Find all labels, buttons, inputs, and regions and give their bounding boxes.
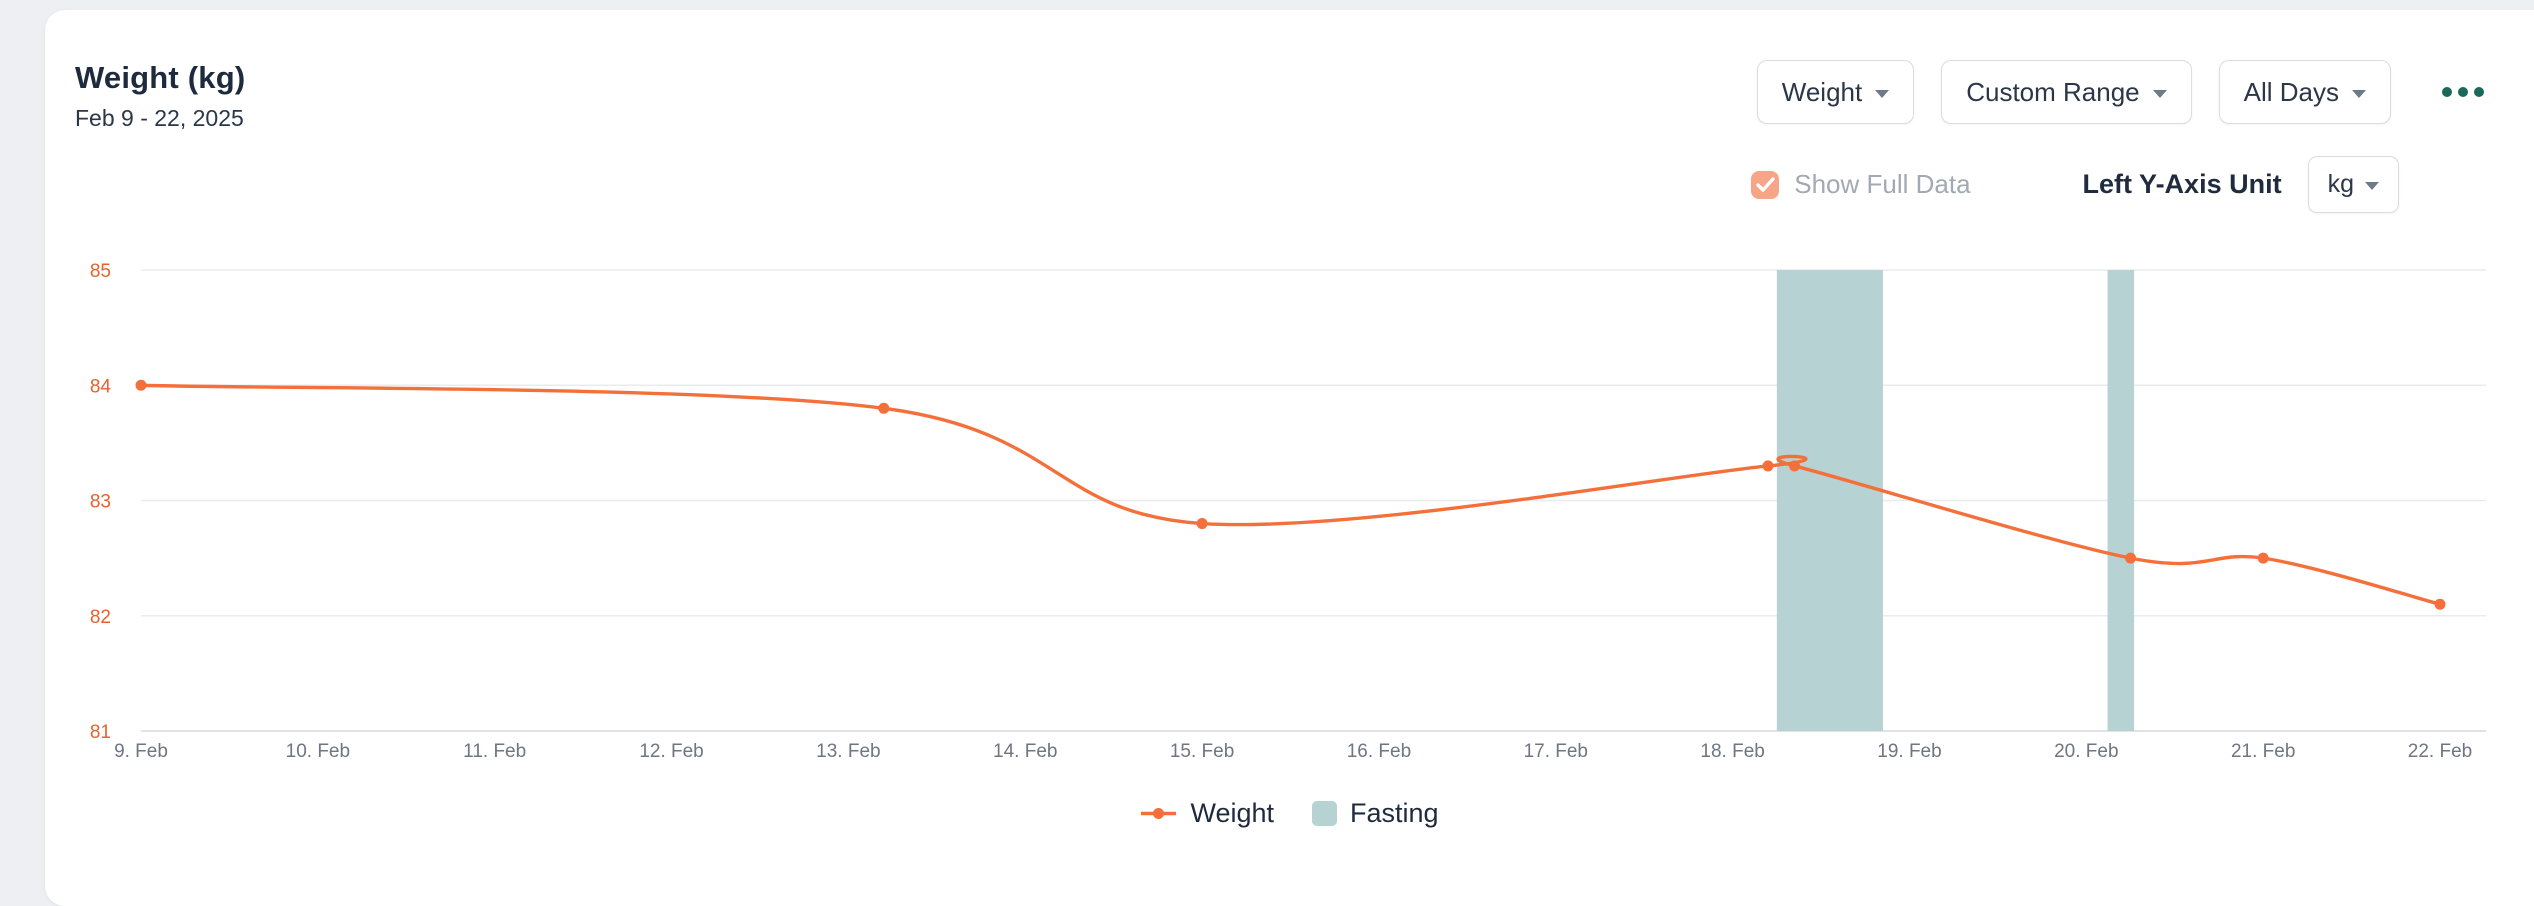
chevron-down-icon	[2352, 89, 2366, 98]
more-options-button[interactable]	[2434, 79, 2492, 105]
range-dropdown-label: Custom Range	[1966, 76, 2140, 107]
chart-legend: Weight Fasting	[45, 798, 2534, 829]
legend-item-fasting[interactable]: Fasting	[1312, 798, 1439, 829]
legend-label-weight: Weight	[1190, 798, 1274, 828]
ellipsis-icon	[2474, 87, 2484, 97]
legend-label-fasting: Fasting	[1350, 798, 1439, 828]
days-dropdown[interactable]: All Days	[2218, 60, 2391, 124]
x-axis-tick-label: 21. Feb	[2231, 741, 2295, 762]
secondary-controls: Show Full Data Left Y-Axis Unit kg	[1751, 156, 2399, 213]
x-axis-tick-label: 20. Feb	[2054, 741, 2118, 762]
y-axis-unit-dropdown[interactable]: kg	[2307, 156, 2399, 213]
x-axis-tick-label: 9. Feb	[114, 741, 168, 762]
data-point	[135, 379, 147, 391]
chevron-down-icon	[2365, 182, 2379, 190]
x-axis-tick-label: 22. Feb	[2408, 741, 2472, 762]
x-axis-tick-label: 13. Feb	[816, 741, 880, 762]
y-axis-tick-label: 82	[90, 607, 111, 628]
x-axis-tick-label: 12. Feb	[639, 741, 703, 762]
chevron-down-icon	[2152, 89, 2167, 98]
x-axis-tick-label: 17. Feb	[1524, 741, 1588, 762]
x-axis-tick-label: 18. Feb	[1700, 741, 1764, 762]
y-axis-tick-label: 83	[90, 492, 111, 513]
x-axis-tick-label: 15. Feb	[1170, 741, 1234, 762]
data-point	[1196, 518, 1208, 530]
fasting-band	[1776, 270, 1883, 731]
x-axis-tick-label: 14. Feb	[993, 741, 1057, 762]
square-marker-icon	[1312, 801, 1337, 826]
legend-item-weight[interactable]: Weight	[1140, 798, 1274, 829]
y-axis-unit-label: Left Y-Axis Unit	[2082, 169, 2282, 199]
ellipsis-icon	[2458, 87, 2468, 97]
data-point	[1789, 460, 1801, 472]
metric-dropdown[interactable]: Weight	[1756, 60, 1915, 124]
weight-line	[139, 383, 2442, 606]
y-axis-tick-label: 84	[90, 376, 112, 397]
weight-chart-card: Weight (kg) Feb 9 - 22, 2025 Weight Cust…	[45, 10, 2534, 906]
date-range-subtitle: Feb 9 - 22, 2025	[75, 105, 244, 131]
fasting-band	[2107, 270, 2135, 731]
x-axis-tick-label: 10. Feb	[286, 741, 350, 762]
data-point	[2125, 552, 2137, 564]
page-title: Weight (kg)	[75, 60, 246, 95]
days-dropdown-label: All Days	[2243, 76, 2339, 107]
line-marker-icon	[1141, 808, 1177, 819]
show-full-data-checkbox[interactable]	[1751, 170, 1780, 199]
y-axis-tick-label: 81	[90, 722, 111, 743]
chart-header: Weight (kg) Feb 9 - 22, 2025	[75, 60, 245, 132]
checkmark-icon	[1756, 177, 1775, 192]
y-axis-tick-label: 85	[90, 261, 111, 282]
x-axis-tick-label: 16. Feb	[1347, 741, 1411, 762]
metric-dropdown-label: Weight	[1781, 76, 1863, 107]
range-dropdown[interactable]: Custom Range	[1941, 60, 2192, 124]
x-axis-tick-label: 11. Feb	[463, 741, 526, 762]
ellipsis-icon	[2442, 87, 2452, 97]
show-full-data-label[interactable]: Show Full Data	[1794, 169, 1971, 199]
x-axis-tick-label: 19. Feb	[1877, 741, 1941, 762]
data-point	[2257, 552, 2269, 564]
weight-chart: 81 82 83 84 85 9. Feb 10. Feb 11. Feb 12. Feb 13.…	[90, 261, 2486, 762]
y-axis-unit-value: kg	[2327, 170, 2354, 198]
chevron-down-icon	[1875, 89, 1890, 98]
top-controls: Weight Custom Range All Days	[1756, 60, 2492, 124]
data-point	[1762, 460, 1774, 472]
data-point	[2434, 598, 2446, 610]
data-point	[878, 402, 890, 414]
